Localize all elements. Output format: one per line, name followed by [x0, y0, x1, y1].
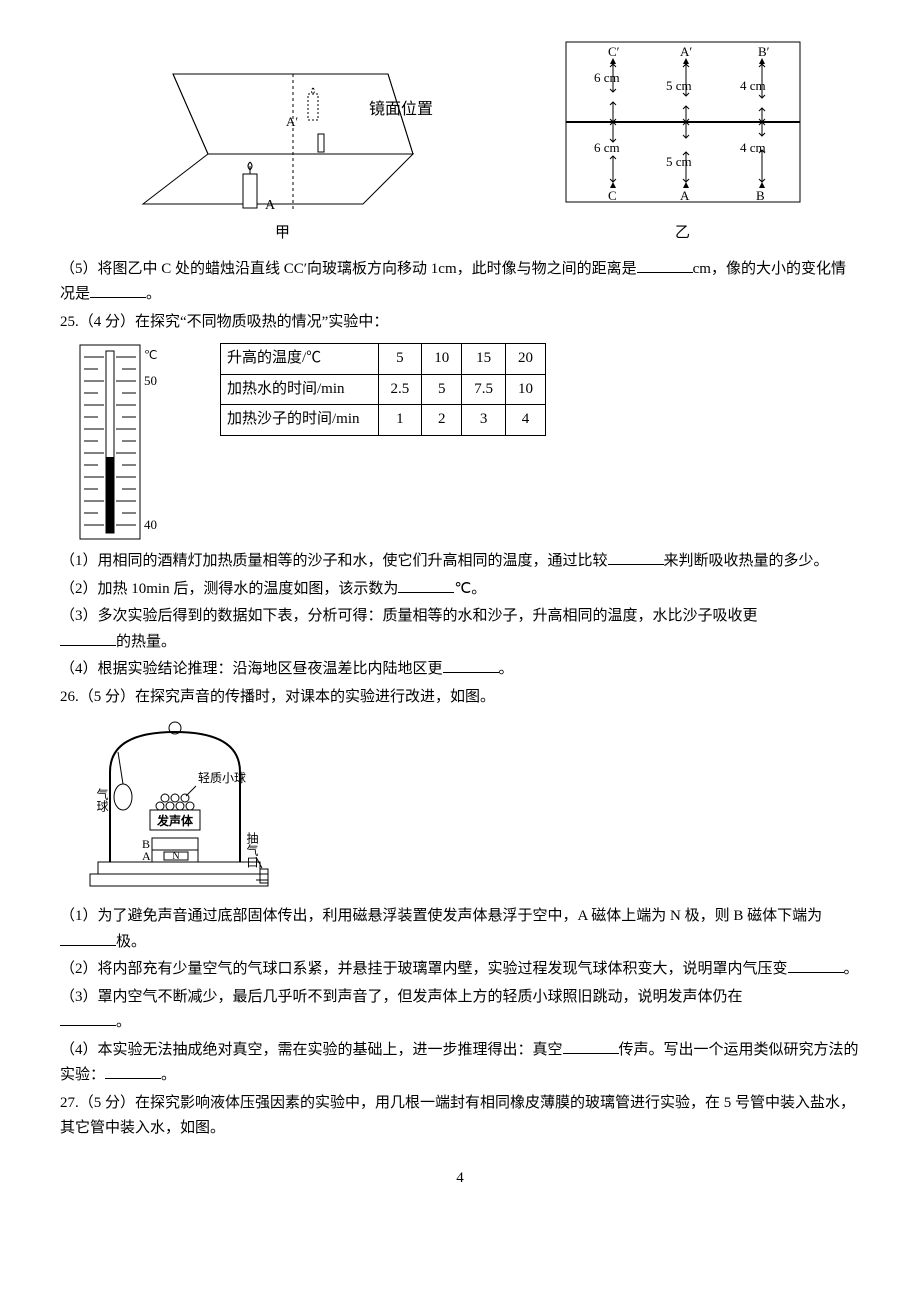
- table-cell: 10: [506, 374, 546, 405]
- q26-4: （4）本实验无法抽成绝对真空，需在实验的基础上，进一步推理得出：真空传声。写出一…: [60, 1038, 860, 1089]
- text: （4）本实验无法抽成绝对真空，需在实验的基础上，进一步推理得出：真空: [60, 1042, 563, 1058]
- q25-1: （1）用相同的酒精灯加热质量相等的沙子和水，使它们升高相同的温度，通过比较 来判断…: [60, 549, 860, 575]
- svg-text:50: 50: [144, 373, 157, 388]
- table-cell: 7.5: [462, 374, 506, 405]
- q25-3: （3）多次实验后得到的数据如下表，分析可得：质量相等的水和沙子，升高相同的温度，…: [60, 604, 860, 655]
- blank: [60, 1010, 116, 1026]
- table-cell: 15: [462, 344, 506, 375]
- figure-yi: C′ A′ B′ 6 cm 5 cm 4 cm: [558, 34, 808, 247]
- text: ℃。: [454, 581, 486, 597]
- svg-text:C′: C′: [608, 44, 620, 59]
- table-cell: 1: [378, 405, 422, 436]
- svg-text:B: B: [756, 188, 765, 203]
- blank: [90, 282, 146, 298]
- q24-5-text-a: （5）将图乙中 C 处的蜡烛沿直线 CC′向玻璃板方向移动 1cm，此时像与物之…: [60, 261, 637, 277]
- svg-text:B′: B′: [758, 44, 770, 59]
- figure-jia-svg: 镜面位置 A A′: [113, 34, 453, 219]
- figure-jia-label: 甲: [113, 221, 453, 247]
- text: （1）为了避免声音通过底部固体传出，利用磁悬浮装置使发声体悬浮于空中，A 磁体上…: [60, 908, 822, 924]
- figure-jia: 镜面位置 A A′ 甲: [113, 34, 453, 247]
- svg-text:6 cm: 6 cm: [594, 70, 620, 85]
- svg-text:A: A: [142, 849, 151, 863]
- text: （4）根据实验结论推理：沿海地区昼夜温差比内陆地区更: [60, 661, 443, 677]
- table-cell: 加热水的时间/min: [221, 374, 379, 405]
- blank: [60, 930, 116, 946]
- table-cell: 2.5: [378, 374, 422, 405]
- text: 的热量。: [116, 634, 176, 650]
- blank: [563, 1038, 619, 1054]
- q25-table: 升高的温度/℃ 5 10 15 20 加热水的时间/min 2.5 5 7.5 …: [220, 343, 546, 436]
- thermometer-svg: ℃ 50 40: [60, 337, 160, 547]
- table-cell: 3: [462, 405, 506, 436]
- page-number: 4: [60, 1166, 860, 1192]
- svg-text:6 cm: 6 cm: [594, 140, 620, 155]
- text: （1）用相同的酒精灯加热质量相等的沙子和水，使它们升高相同的温度，通过比较: [60, 553, 608, 569]
- svg-text:N: N: [172, 851, 179, 862]
- svg-text:抽气口: 抽气口: [245, 832, 259, 868]
- svg-text:A′: A′: [286, 114, 298, 129]
- table-cell: 10: [422, 344, 462, 375]
- svg-text:A: A: [265, 198, 276, 213]
- text: （2）加热 10min 后，测得水的温度如图，该示数为: [60, 581, 398, 597]
- q25-head: 25.（4 分）在探究“不同物质吸热的情况”实验中：: [60, 310, 860, 336]
- text: 。: [116, 1014, 131, 1030]
- q24-5: （5）将图乙中 C 处的蜡烛沿直线 CC′向玻璃板方向移动 1cm，此时像与物之…: [60, 257, 860, 308]
- blank: [105, 1063, 161, 1079]
- q24-5-text-c: 。: [146, 286, 161, 302]
- q25-figure-row: ℃ 50 40 升高的温度/℃ 5 10 15 20 加热水的时间/min 2.…: [60, 337, 860, 547]
- q26-head: 26.（5 分）在探究声音的传播时，对课本的实验进行改进，如图。: [60, 685, 860, 711]
- blank: [788, 957, 844, 973]
- q25-2: （2）加热 10min 后，测得水的温度如图，该示数为 ℃。: [60, 577, 860, 603]
- svg-text:A: A: [680, 188, 690, 203]
- blank: [60, 630, 116, 646]
- table-row: 加热沙子的时间/min 1 2 3 4: [221, 405, 546, 436]
- figure-yi-svg: C′ A′ B′ 6 cm 5 cm 4 cm: [558, 34, 808, 219]
- svg-text:C: C: [608, 188, 617, 203]
- blank: [398, 577, 454, 593]
- svg-text:40: 40: [144, 517, 157, 532]
- svg-text:A′: A′: [680, 44, 692, 59]
- svg-text:5 cm: 5 cm: [666, 78, 692, 93]
- q27-head: 27.（5 分）在探究影响液体压强因素的实验中，用几根一端封有相同橡皮薄膜的玻璃…: [60, 1091, 860, 1142]
- table-cell: 2: [422, 405, 462, 436]
- blank: [443, 657, 499, 673]
- table-row: 加热水的时间/min 2.5 5 7.5 10: [221, 374, 546, 405]
- q26-3: （3）罩内空气不断减少，最后几乎听不到声音了，但发声体上方的轻质小球照旧跳动，说…: [60, 985, 860, 1036]
- table-row: 升高的温度/℃ 5 10 15 20: [221, 344, 546, 375]
- svg-text:℃: ℃: [144, 348, 157, 362]
- text: 来判断吸收热量的多少。: [664, 553, 829, 569]
- text: （2）将内部充有少量空气的气球口系紧，并悬挂于玻璃罩内壁，实验过程发现气球体积变…: [60, 961, 788, 977]
- table-cell: 5: [422, 374, 462, 405]
- q26-1: （1）为了避免声音通过底部固体传出，利用磁悬浮装置使发声体悬浮于空中，A 磁体上…: [60, 904, 860, 955]
- figure-yi-label: 乙: [558, 221, 808, 247]
- text: 。: [844, 961, 859, 977]
- table-cell: 20: [506, 344, 546, 375]
- svg-text:轻质小球: 轻质小球: [198, 771, 246, 785]
- text: 。: [161, 1067, 176, 1083]
- table-cell: 4: [506, 405, 546, 436]
- q26-2: （2）将内部充有少量空气的气球口系紧，并悬挂于玻璃罩内壁，实验过程发现气球体积变…: [60, 957, 860, 983]
- table-cell: 升高的温度/℃: [221, 344, 379, 375]
- table-cell: 加热沙子的时间/min: [221, 405, 379, 436]
- blank: [637, 257, 693, 273]
- svg-text:5 cm: 5 cm: [666, 154, 692, 169]
- figure-row-24: 镜面位置 A A′ 甲: [60, 34, 860, 247]
- figure-26-svg: 发声体 B A N 气球 轻质小球 抽气口: [60, 712, 290, 902]
- text: （3）多次实验后得到的数据如下表，分析可得：质量相等的水和沙子，升高相同的温度，…: [60, 608, 758, 624]
- text: 。: [499, 661, 514, 677]
- svg-text:气球: 气球: [95, 787, 109, 812]
- table-cell: 5: [378, 344, 422, 375]
- figure-26: 发声体 B A N 气球 轻质小球 抽气口: [60, 712, 860, 902]
- blank: [608, 549, 664, 565]
- text: （3）罩内空气不断减少，最后几乎听不到声音了，但发声体上方的轻质小球照旧跳动，说…: [60, 989, 743, 1005]
- svg-text:发声体: 发声体: [156, 813, 194, 828]
- q25-4: （4）根据实验结论推理：沿海地区昼夜温差比内陆地区更 。: [60, 657, 860, 683]
- text: 极。: [116, 934, 146, 950]
